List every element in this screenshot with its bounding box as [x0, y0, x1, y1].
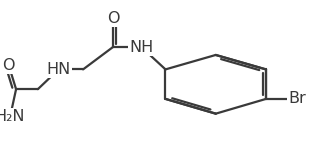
Text: H₂N: H₂N	[0, 109, 25, 125]
Text: O: O	[107, 11, 119, 26]
Text: NH: NH	[129, 40, 153, 55]
Text: HN: HN	[47, 62, 71, 77]
Text: O: O	[2, 58, 15, 73]
Text: Br: Br	[289, 91, 306, 106]
